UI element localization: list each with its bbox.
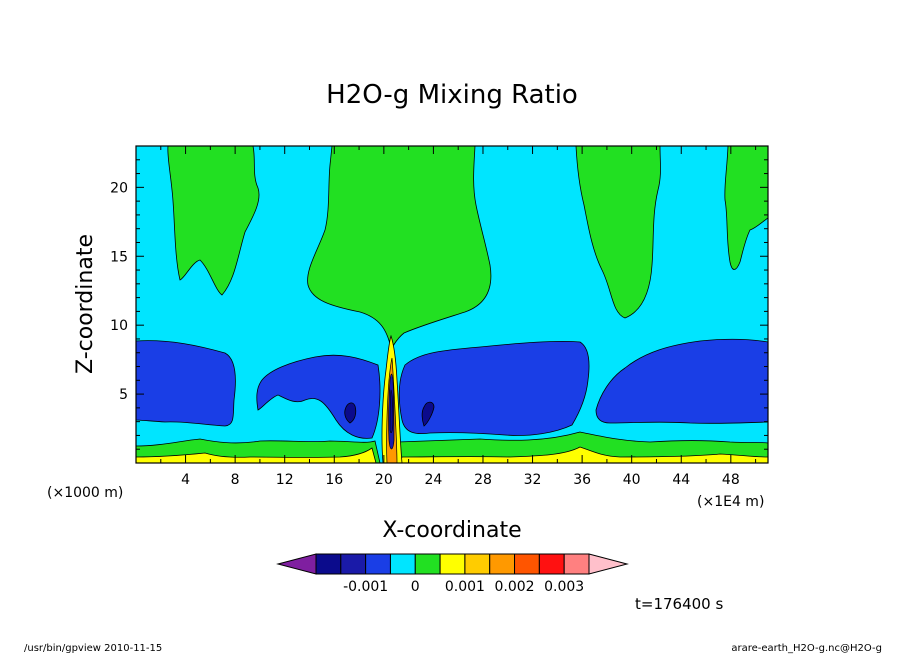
colorbar-segment <box>315 553 342 575</box>
contour-column-core-dark <box>389 389 394 433</box>
x-unit-right-label: (×1E4 m) <box>697 494 764 510</box>
colorbar-tick-label: 0.002 <box>494 579 534 595</box>
contour-region-plume-right <box>575 146 661 319</box>
colorbar-segment <box>489 553 516 575</box>
time-label: t=176400 s <box>635 595 723 613</box>
x-unit-left-label: (×1000 m) <box>47 485 123 501</box>
x-tick-label: 16 <box>325 472 343 488</box>
x-tick-label: 20 <box>375 472 393 488</box>
x-tick-label: 32 <box>524 472 542 488</box>
colorbar-segment <box>464 553 491 575</box>
colorbar-tick-label: 0.001 <box>445 579 485 595</box>
colorbar-tick-label: 0.003 <box>544 579 584 595</box>
colorbar-segment <box>563 553 590 575</box>
contour-region-band-left <box>136 340 236 427</box>
x-tick-label: 12 <box>276 472 294 488</box>
y-tick-label: 20 <box>110 180 128 196</box>
x-tick-label: 40 <box>623 472 641 488</box>
chart-title: H2O-g Mixing Ratio <box>326 80 578 110</box>
contour-region-surface-yellow-right <box>399 446 768 463</box>
y-tick-label: 15 <box>110 249 128 265</box>
y-tick-label: 10 <box>110 318 128 334</box>
footer-left: /usr/bin/gpview 2010-11-15 <box>24 643 162 654</box>
x-tick-label: 28 <box>474 472 492 488</box>
x-axis-ticks: 4 8 12 16 20 24 28 32 36 40 44 48 <box>160 146 757 488</box>
contour-region-band-right <box>398 340 590 436</box>
colorbar-segment <box>538 553 565 575</box>
colorbar: -0.001 0 0.001 0.002 0.003 <box>276 553 629 595</box>
plot-frame <box>135 145 769 464</box>
colorbar-tick-label: 0 <box>411 579 420 595</box>
x-tick-label: 24 <box>424 472 442 488</box>
colorbar-segment <box>514 553 540 575</box>
colorbar-segment <box>439 553 466 575</box>
colorbar-segment <box>414 553 441 575</box>
contour-region-surface-yellow <box>136 447 377 463</box>
contour-region-plume-center <box>307 146 492 349</box>
contour-region-band-far-right <box>595 338 768 424</box>
x-tick-label: 44 <box>672 472 690 488</box>
x-tick-label: 36 <box>573 472 591 488</box>
contour-spot-left <box>344 402 357 424</box>
contour-spot-right <box>421 401 435 427</box>
contour-region-plume-left <box>167 146 260 296</box>
y-axis-title: Z-coordinate <box>73 234 98 374</box>
x-tick-label: 48 <box>722 472 740 488</box>
x-axis-title: X-coordinate <box>382 518 521 543</box>
y-axis-ticks: 5 10 15 20 <box>110 159 768 450</box>
colorbar-tick-label: -0.001 <box>343 579 388 595</box>
colorbar-extend-high <box>588 553 629 575</box>
colorbar-segment <box>365 553 391 575</box>
colorbar-extend-low <box>276 553 317 575</box>
colorbar-segment <box>340 553 367 575</box>
colorbar-segment <box>389 553 416 575</box>
footer-right: arare-earth_H2O-g.nc@H2O-g <box>731 643 882 654</box>
x-tick-label: 8 <box>231 472 240 488</box>
contour-region-plume-far-right <box>724 146 768 270</box>
x-tick-label: 4 <box>181 472 190 488</box>
y-tick-label: 5 <box>119 387 128 403</box>
